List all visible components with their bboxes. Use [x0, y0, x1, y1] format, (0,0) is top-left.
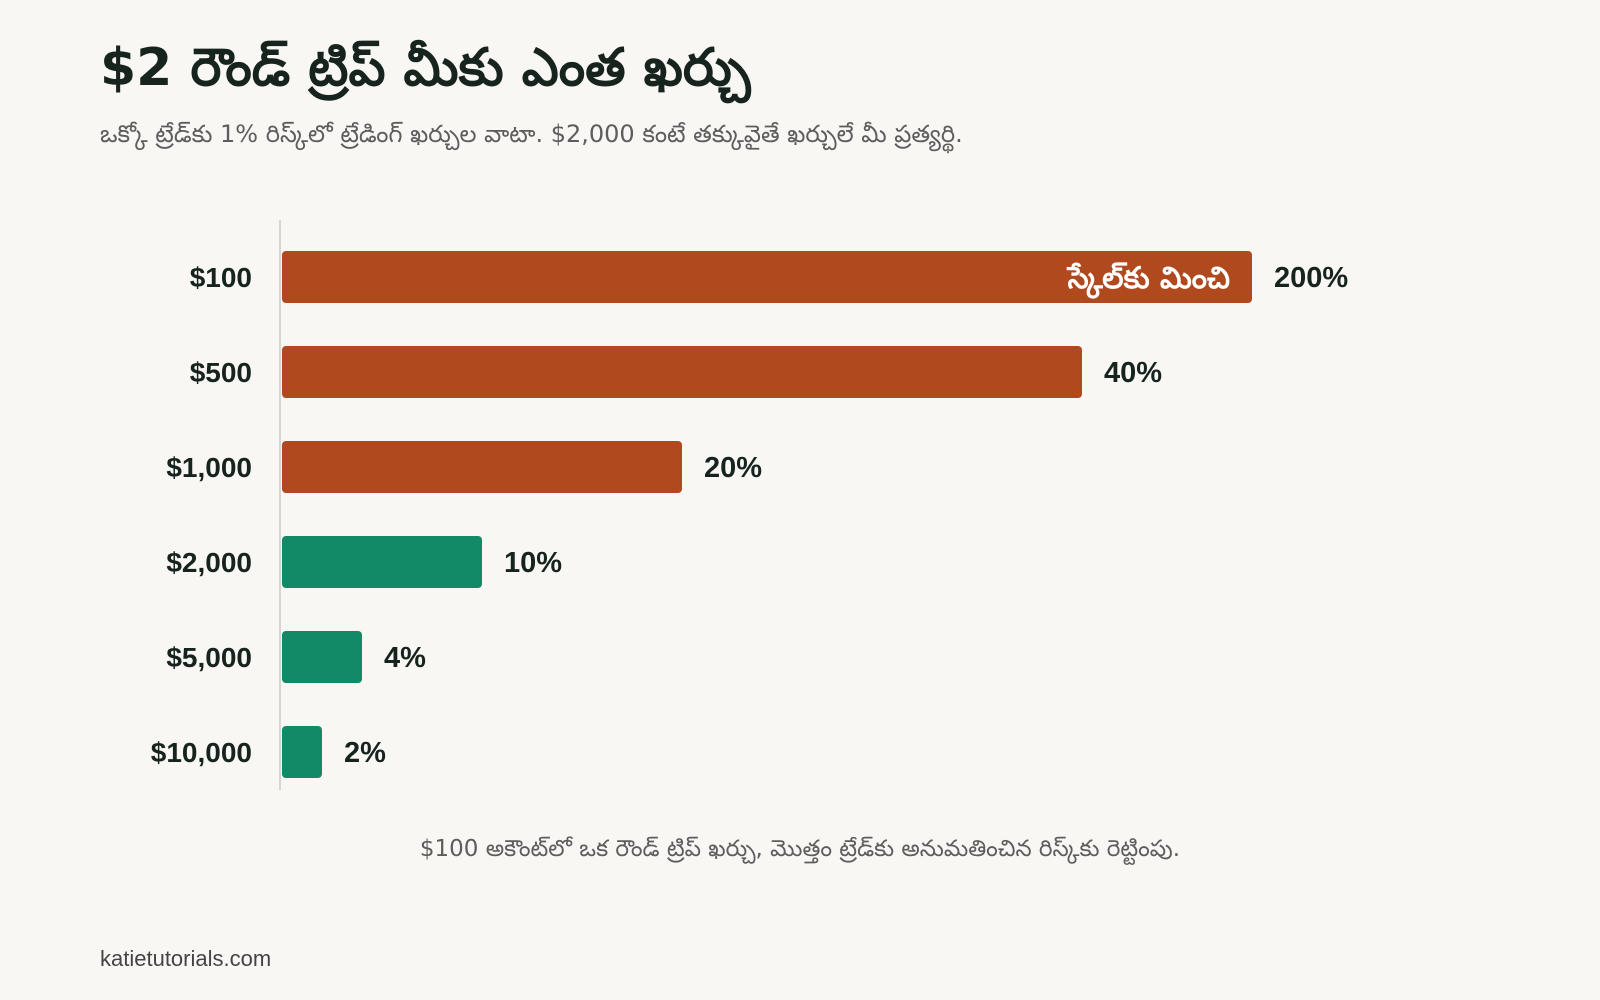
value-label: 10% [504, 547, 562, 579]
bar-2 [282, 441, 682, 493]
source-credit: katietutorials.com [100, 946, 272, 971]
category-label: $5,000 [166, 642, 252, 673]
value-label: 40% [1104, 357, 1162, 389]
value-label: 2% [344, 737, 386, 769]
bar-4 [282, 631, 362, 683]
bar-chart: $100 200% స్కేల్‌కు మించి $500 40% $1,000 20% $… [151, 220, 1348, 790]
bar-0 [282, 251, 1252, 303]
chart-subtitle: ఒక్కో ట్రేడ్‌కు 1% రిస్క్‌లో ట్రేడింగ్ ఖ… [100, 120, 963, 148]
chart-title: $2 రౌండ్ ట్రిప్ మీకు ఎంత ఖర్చు [100, 38, 751, 98]
category-label: $2,000 [166, 547, 252, 578]
bar-3 [282, 536, 482, 588]
bar-5 [282, 726, 322, 778]
category-label: $100 [190, 262, 252, 293]
bar-1 [282, 346, 1082, 398]
value-label: 20% [704, 452, 762, 484]
value-label: 4% [384, 642, 426, 674]
off-scale-note: స్కేల్‌కు మించి [1067, 261, 1230, 299]
value-label: 200% [1274, 262, 1348, 294]
category-label: $500 [190, 357, 252, 388]
category-label: $10,000 [151, 737, 252, 768]
category-label: $1,000 [166, 452, 252, 483]
chart-caption: $100 అకౌంట్‌లో ఒక రౌండ్ ట్రిప్ ఖర్చు, మొ… [419, 836, 1181, 862]
